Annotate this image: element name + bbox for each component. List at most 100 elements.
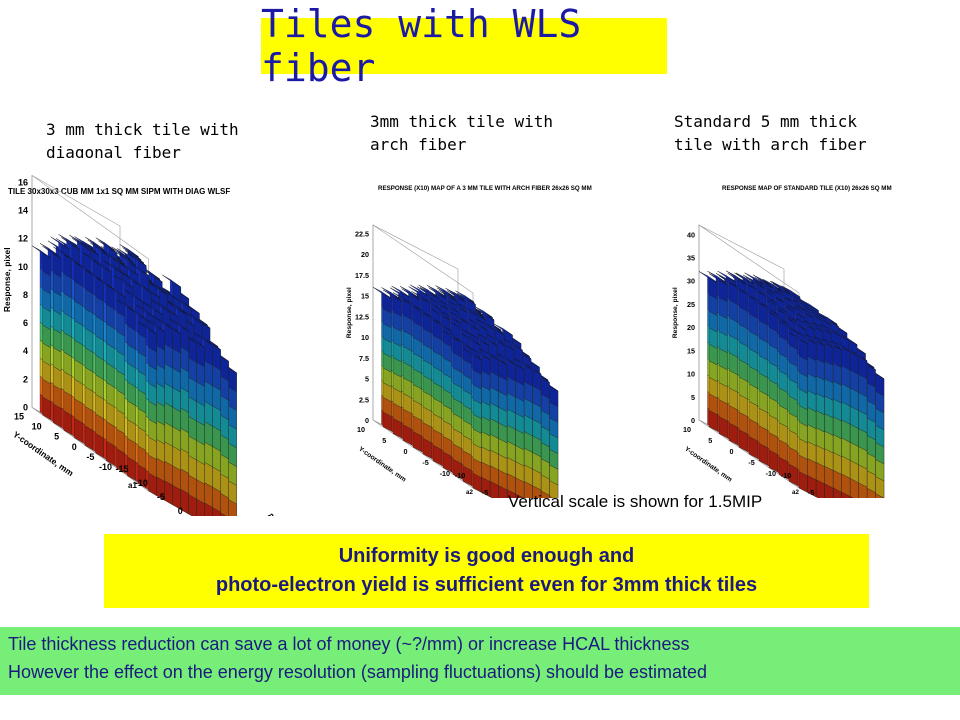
caption-diagonal-3mm: 3 mm thick tile with diagonal fiber	[46, 120, 239, 162]
y-tick-label: 0	[404, 447, 408, 456]
lego-bar	[768, 311, 788, 480]
lego-bar	[462, 348, 482, 493]
lego-bar	[116, 299, 136, 481]
notes-box: Tile thickness reduction can save a lot …	[0, 627, 960, 695]
z-tick-label: 40	[687, 230, 695, 239]
z-tick-label: 20	[687, 323, 695, 332]
lego-bar	[856, 358, 876, 498]
y-tick-label: -5	[748, 458, 754, 467]
corner-label: a2	[466, 489, 473, 496]
conclusion-box: Uniformity is good enough and photo-elec…	[104, 534, 869, 608]
lego-bar	[718, 275, 738, 446]
x-tick-label: -5	[808, 488, 814, 497]
lego-bar	[63, 254, 83, 443]
y-tick-label: 10	[683, 425, 691, 434]
lego-bar	[432, 319, 452, 473]
z-tick-label: 10	[18, 262, 28, 272]
chart-panel-arch-5mm: RESPONSE MAP OF STANDARD TILE (X10) 26x2…	[652, 176, 960, 498]
z-tick-label: 5	[365, 375, 369, 384]
bars-group	[698, 270, 885, 498]
lego-bar	[748, 295, 768, 466]
lego-chart-arch-3mm: RESPONSE (X10) MAP OF A 3 MM TILE WITH A…	[346, 185, 592, 498]
x-tick-label: -10	[455, 471, 465, 480]
y-tick-label: -10	[766, 469, 776, 478]
y-tick-label: -10	[99, 462, 112, 472]
lego-bar	[522, 362, 542, 498]
chart-panel-diagonal: TILE 30x30x3 CUB MM 1x1 SQ MM SIPM WITH …	[0, 158, 345, 516]
x-tick-label: -10	[781, 471, 791, 480]
conclusion-line-1: Uniformity is good enough and	[338, 545, 635, 567]
lego-bar	[865, 367, 885, 498]
lego-bar	[539, 379, 559, 498]
lego-bar	[758, 302, 778, 473]
lego-chart-diagonal: TILE 30x30x3 CUB MM 1x1 SQ MM SIPM WITH …	[2, 174, 276, 516]
z-tick-label: 10	[361, 333, 369, 342]
lego-bar	[95, 277, 115, 466]
lego-bar	[479, 348, 499, 498]
lego-bar	[496, 353, 516, 498]
z-tick-label: 20	[361, 250, 369, 259]
lego-bar	[422, 312, 442, 466]
lego-bar	[831, 340, 851, 498]
z-axis-label: Response, pixel	[346, 287, 353, 338]
chart-title: RESPONSE MAP OF STANDARD TILE (X10) 26x2…	[722, 185, 892, 192]
lego-bar	[382, 289, 402, 439]
y-axis-label: Y-coordinate, mm	[11, 429, 76, 478]
corner-label: a1	[128, 481, 137, 490]
y-axis-label: Y-coordinate, mm	[683, 446, 733, 484]
lego-bar	[372, 287, 392, 432]
z-tick-label: 16	[18, 177, 28, 187]
z-tick-label: 22.5	[355, 229, 369, 238]
lego-bar	[127, 306, 147, 489]
lego-bar	[471, 348, 491, 498]
z-tick-label: 8	[23, 290, 28, 300]
z-tick-label: 14	[18, 206, 28, 216]
bars-group	[372, 284, 559, 498]
z-tick-label: 4	[23, 346, 28, 356]
chart-panel-arch-3mm: RESPONSE (X10) MAP OF A 3 MM TILE WITH A…	[328, 176, 634, 498]
vertical-scale-note: Vertical scale is shown for 1.5MIP	[508, 492, 763, 511]
lego-bar	[788, 332, 808, 493]
lego-bar	[42, 246, 62, 428]
lego-bar	[505, 357, 525, 498]
y-tick-label: -5	[86, 452, 94, 462]
chart-title: TILE 30x30x3 CUB MM 1x1 SQ MM SIPM WITH …	[8, 187, 230, 196]
lego-bar	[698, 271, 718, 432]
y-tick-label: 5	[54, 432, 59, 442]
y-tick-label: 10	[357, 425, 365, 434]
z-tick-label: 12.5	[355, 312, 369, 321]
x-tick-label: -10	[135, 478, 148, 488]
z-tick-label: 15	[687, 346, 695, 355]
z-tick-label: 10	[687, 370, 695, 379]
lego-bar	[488, 353, 508, 498]
z-tick-label: 25	[687, 300, 695, 309]
lego-bar	[839, 344, 859, 498]
lego-bar	[31, 245, 51, 420]
z-tick-label: 35	[687, 254, 695, 263]
conclusion-line-2: photo-electron yield is sufficient even …	[215, 574, 758, 596]
x-tick-label: -15	[115, 464, 128, 474]
lego-bar	[106, 284, 125, 474]
z-tick-label: 5	[691, 393, 695, 402]
corner-label: a2	[792, 489, 799, 496]
note-line-1: Tile thickness reduction can save a lot …	[8, 634, 690, 654]
x-tick-label: -5	[157, 492, 165, 502]
z-tick-label: 15	[361, 292, 369, 301]
z-tick-label: 0	[365, 416, 369, 425]
z-tick-label: 2.5	[359, 395, 369, 404]
z-tick-label: 7.5	[359, 354, 369, 363]
lego-bar	[392, 292, 412, 446]
lego-bar	[778, 321, 798, 486]
x-tick-label: -5	[482, 488, 488, 497]
z-tick-label: 0	[691, 416, 695, 425]
z-axis-label: Response, pixel	[2, 247, 12, 312]
lego-bar	[708, 273, 728, 439]
lego-bar	[74, 261, 94, 451]
slide-title: Tiles with WLS fiber	[261, 2, 667, 90]
lego-bar	[53, 246, 72, 436]
lego-bar	[822, 338, 842, 498]
y-tick-label: 10	[32, 422, 42, 432]
y-tick-label: 5	[382, 436, 386, 445]
lego-bar	[513, 358, 533, 498]
y-tick-label: -5	[422, 458, 428, 467]
